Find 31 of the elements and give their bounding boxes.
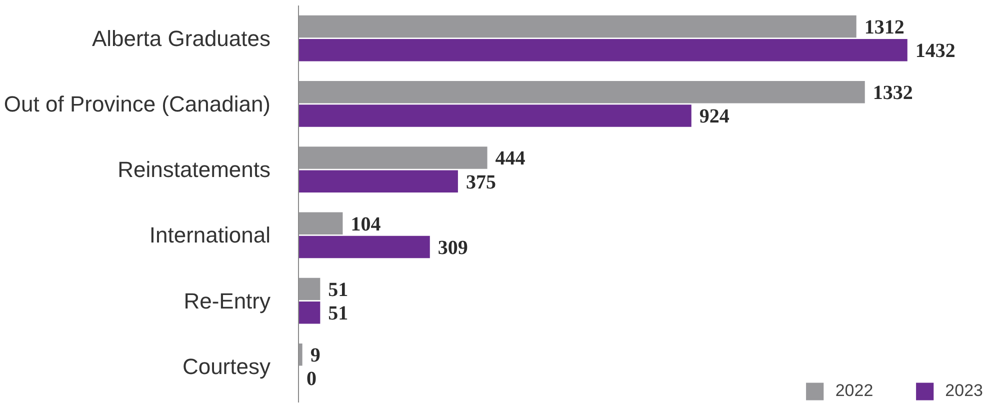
y-tick-label: Alberta Graduates — [92, 26, 270, 51]
bar — [298, 170, 458, 192]
bar — [298, 39, 908, 62]
y-tick-label: Courtesy — [182, 354, 271, 379]
y-tick-label: Reinstatements — [118, 157, 271, 182]
bar — [298, 81, 865, 104]
data-label: 9 — [310, 344, 320, 367]
bar — [298, 236, 430, 258]
data-label: 309 — [438, 236, 468, 259]
bar — [298, 104, 692, 127]
bar — [298, 146, 488, 169]
y-tick-label: Re-Entry — [184, 288, 270, 314]
data-label: 104 — [350, 213, 381, 236]
data-label: 1332 — [872, 82, 913, 104]
data-label: 1312 — [864, 16, 904, 38]
data-label: 51 — [328, 302, 348, 325]
bar — [298, 278, 320, 300]
bar — [298, 302, 320, 324]
data-label: 444 — [495, 148, 526, 170]
bar — [298, 212, 343, 234]
legend-label: 2023 — [945, 381, 983, 401]
data-label: 51 — [328, 278, 348, 301]
data-label: 1432 — [915, 40, 956, 62]
legend-label: 2022 — [835, 381, 874, 401]
y-tick-label: International — [149, 222, 271, 248]
bar — [298, 15, 856, 38]
bar — [298, 343, 302, 366]
data-label: 0 — [306, 368, 316, 390]
y-tick-label: Out of Province (Canadian) — [4, 91, 270, 116]
data-label: 924 — [699, 106, 730, 128]
data-label: 375 — [466, 171, 496, 194]
